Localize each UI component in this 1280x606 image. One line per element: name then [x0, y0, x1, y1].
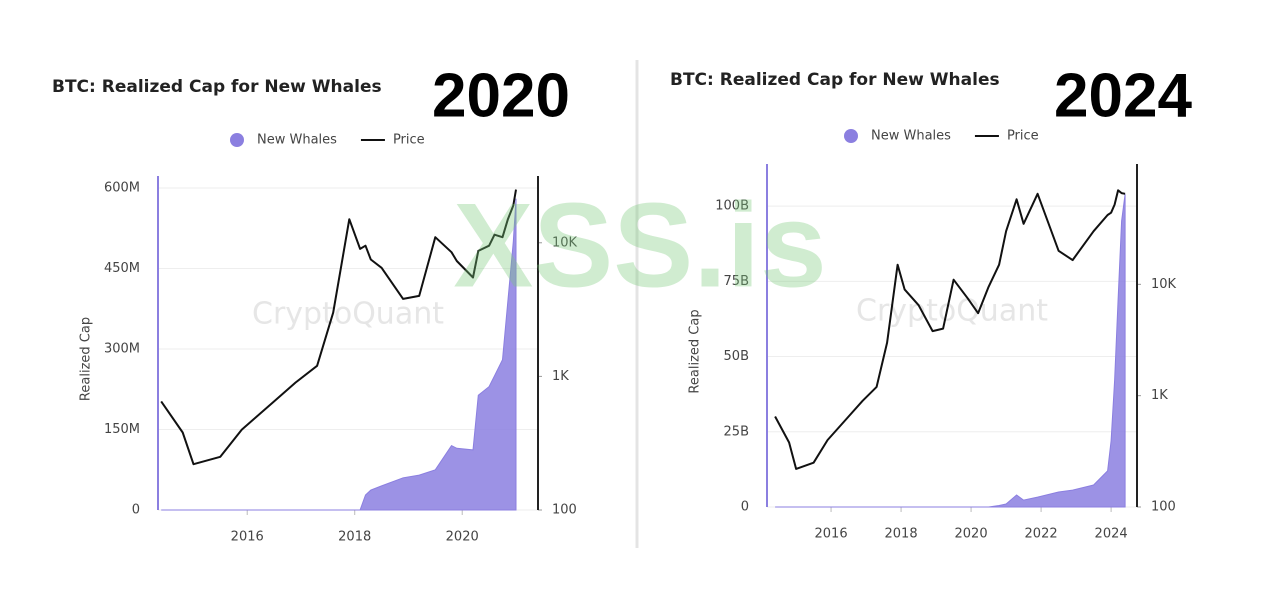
legend-swatch — [844, 129, 858, 143]
y-tick-label: 0 — [741, 500, 749, 515]
y-tick-label: 100B — [715, 199, 749, 214]
y-axis-label: Realized Cap — [688, 309, 703, 393]
y-tick-label: 25B — [724, 424, 749, 439]
y2-tick-label: 10K — [1151, 277, 1177, 292]
y-tick-label: 75B — [724, 274, 749, 289]
watermark: CryptoQuant — [856, 294, 1048, 329]
legend-label: New Whales — [871, 129, 951, 144]
y-tick-label: 600M — [104, 181, 140, 196]
y2-tick-label: 1K — [1151, 388, 1168, 403]
y-tick-label: 150M — [104, 422, 140, 437]
year-annotation: 2024 — [1054, 61, 1192, 130]
chart-title: BTC: Realized Cap for New Whales — [670, 70, 1000, 90]
chart-title: BTC: Realized Cap for New Whales — [52, 77, 382, 97]
year-annotation: 2020 — [432, 61, 570, 130]
legend-label: Price — [1007, 129, 1039, 144]
y-tick-label: 300M — [104, 342, 140, 357]
y2-tick-label: 1K — [552, 369, 569, 384]
y-axis-label: Realized Cap — [79, 317, 94, 401]
y2-tick-label: 10K — [552, 235, 578, 250]
x-tick-label: 2018 — [885, 527, 918, 542]
x-tick-label: 2020 — [955, 527, 988, 542]
watermark: XSS.is — [453, 179, 827, 313]
y2-tick-label: 100 — [552, 503, 577, 518]
legend-swatch — [230, 133, 244, 147]
x-tick-label: 2024 — [1095, 527, 1128, 542]
y-tick-label: 0 — [132, 503, 140, 518]
x-tick-label: 2022 — [1025, 527, 1058, 542]
line-series — [774, 189, 1126, 470]
area-series — [775, 194, 1126, 508]
y-tick-label: 450M — [104, 261, 140, 276]
x-tick-label: 2020 — [446, 530, 479, 545]
y-tick-label: 50B — [724, 349, 749, 364]
area-series — [161, 198, 517, 511]
watermark: CryptoQuant — [252, 297, 444, 332]
legend-label: Price — [393, 133, 425, 148]
y2-tick-label: 100 — [1151, 500, 1176, 515]
legend-label: New Whales — [257, 133, 337, 148]
x-tick-label: 2016 — [815, 527, 848, 542]
x-tick-label: 2018 — [338, 530, 371, 545]
x-tick-label: 2016 — [231, 530, 264, 545]
line-series — [160, 189, 517, 466]
